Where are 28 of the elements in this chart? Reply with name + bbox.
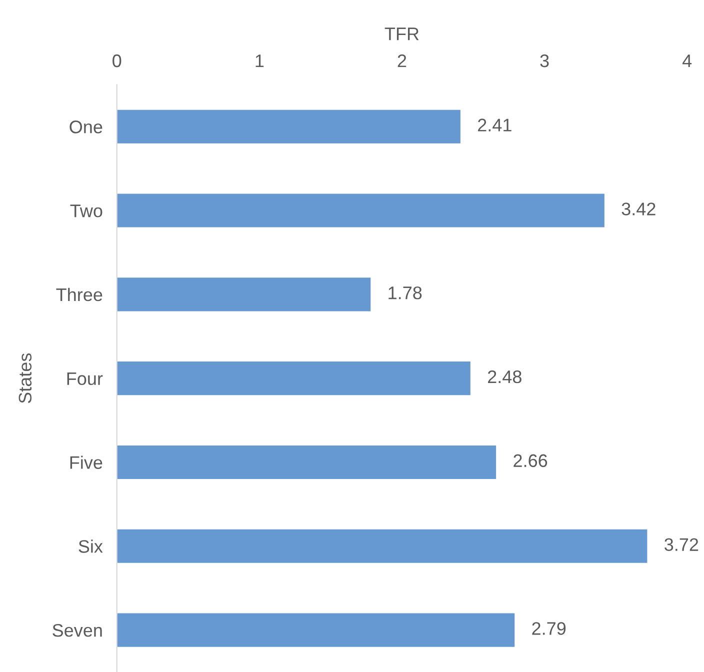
data-label: 3.42 [622, 202, 656, 216]
y-tick-label: Six [78, 540, 103, 553]
data-label: 2.41 [478, 118, 512, 132]
y-tick-label: Four [67, 372, 103, 386]
y-tick-label: Two [70, 204, 102, 218]
data-label: 2.79 [532, 622, 566, 635]
data-label: 3.72 [664, 538, 698, 551]
bar [116, 110, 460, 144]
data-label: 2.48 [488, 370, 522, 384]
bar [116, 613, 515, 647]
x-axis-title: TFR [384, 28, 419, 40]
y-tick-label: Seven [52, 624, 102, 637]
bar [116, 194, 604, 228]
x-tick-label: 1 [256, 54, 264, 68]
y-axis-title: States [18, 353, 32, 404]
data-label: 1.78 [388, 286, 422, 300]
x-tick-label: 2 [398, 54, 406, 68]
y-tick-label: Five [70, 456, 102, 469]
data-label: 2.66 [514, 454, 548, 468]
x-tick-label: 4 [682, 54, 692, 68]
bar [116, 445, 496, 480]
y-tick-label: One [70, 120, 102, 134]
x-tick-label: 0 [112, 54, 122, 68]
y-tick-label: Three [56, 288, 102, 302]
bar [116, 278, 371, 312]
x-tick-label: 3 [540, 54, 549, 68]
bar [116, 362, 470, 396]
bar [116, 529, 648, 563]
